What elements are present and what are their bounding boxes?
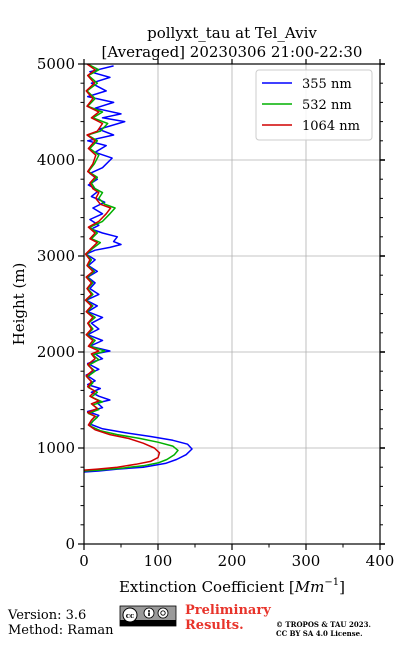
chart-title-line1: pollyxt_tau at Tel_Aviv [147,24,317,42]
y-tick-label: 1000 [37,439,75,457]
legend-box [255,69,373,141]
copyright-line1: © TROPOS & TAU 2023. [276,620,371,629]
x-tick-label: 200 [218,552,247,570]
chart-title-line2: [Averaged] 20230306 21:00-22:30 [102,43,363,61]
y-tick-label: 3000 [37,247,75,265]
series-lines [83,63,193,473]
x-tick-label: 300 [292,552,321,570]
copyright-line2: CC BY SA 4.0 License. [276,629,363,638]
legend: 355 nm 532 nm 1064 nm [255,69,373,141]
preliminary-notice-line1: Preliminary [185,603,271,618]
y-tick-label: 0 [65,535,75,553]
y-tick-label: 5000 [37,55,75,73]
y-tick-label: 2000 [37,343,75,361]
footer-version: Version: 3.6 [7,608,86,623]
legend-label-1064: 1064 nm [302,119,360,134]
x-axis-title: Extinction Coefficient [Mm−1] [119,577,345,596]
x-tick-label: 100 [144,552,173,570]
series-line-2 [83,63,161,471]
axis-ticks [78,59,385,550]
svg-text:cc: cc [126,611,135,620]
y-tick-label: 4000 [37,151,75,169]
x-tick-label: 400 [366,552,395,570]
series-line-1 [83,63,179,472]
footer-method: Method: Raman [8,623,114,638]
cc-license-logo: cc [119,605,177,627]
y-axis-title: Height (m) [10,263,28,346]
legend-label-532: 532 nm [302,98,352,113]
legend-label-355: 355 nm [302,77,352,92]
preliminary-notice-line2: Results. [185,618,244,633]
x-tick-label: 0 [79,552,89,570]
